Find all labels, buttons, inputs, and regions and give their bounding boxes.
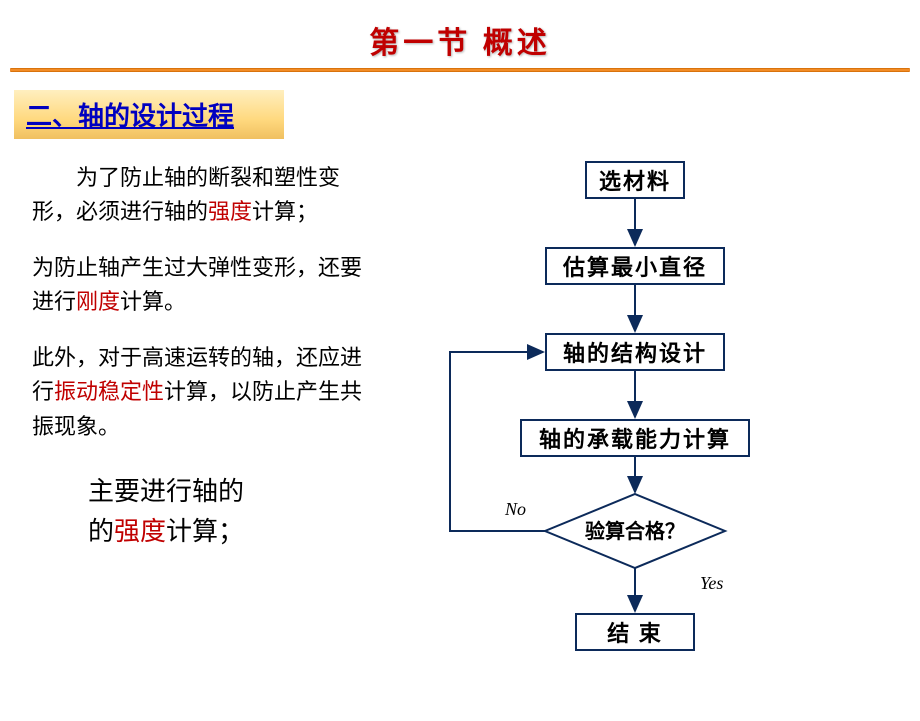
p4-text-b: 计算； bbox=[166, 517, 244, 546]
label-no: No bbox=[505, 499, 526, 520]
p1-keyword: 强度 bbox=[208, 199, 252, 224]
p3-keyword: 振动稳定性 bbox=[54, 379, 164, 404]
flowchart: 验算合格？ 选材料估算最小直径轴的结构设计轴的承载能力计算结 束 No Yes bbox=[390, 161, 920, 721]
title-underline bbox=[10, 68, 910, 72]
flow-box-estimate-diameter: 估算最小直径 bbox=[545, 247, 725, 285]
label-yes: Yes bbox=[700, 573, 723, 594]
paragraph-4: 主要进行轴的的强度计算； bbox=[32, 472, 380, 553]
p1-text-b: 计算； bbox=[252, 199, 318, 224]
flow-box-load-capacity: 轴的承载能力计算 bbox=[520, 419, 750, 457]
text-column: 为了防止轴的断裂和塑性变形，必须进行轴的强度计算； 为防止轴产生过大弹性变形，还… bbox=[0, 161, 390, 721]
p4-text-a: 主要进行轴的 bbox=[88, 477, 244, 506]
p2-text-b: 计算。 bbox=[120, 289, 186, 314]
content-area: 为了防止轴的断裂和塑性变形，必须进行轴的强度计算； 为防止轴产生过大弹性变形，还… bbox=[0, 161, 920, 721]
slide-title: 第一节 概述 bbox=[0, 0, 920, 68]
paragraph-1: 为了防止轴的断裂和塑性变形，必须进行轴的强度计算； bbox=[32, 161, 380, 229]
paragraph-3: 此外，对于高速运转的轴，还应进行振动稳定性计算，以防止产生共振现象。 bbox=[32, 341, 380, 443]
flow-box-select-material: 选材料 bbox=[585, 161, 685, 199]
p4-keyword: 强度 bbox=[114, 517, 166, 546]
p2-keyword: 刚度 bbox=[76, 289, 120, 314]
paragraph-2: 为防止轴产生过大弹性变形，还要进行刚度计算。 bbox=[32, 251, 380, 319]
flow-decision-label: 验算合格？ bbox=[585, 519, 685, 543]
flow-box-end: 结 束 bbox=[575, 613, 695, 651]
flow-box-structure-design: 轴的结构设计 bbox=[545, 333, 725, 371]
section-subtitle: 二、轴的设计过程 bbox=[14, 90, 284, 139]
